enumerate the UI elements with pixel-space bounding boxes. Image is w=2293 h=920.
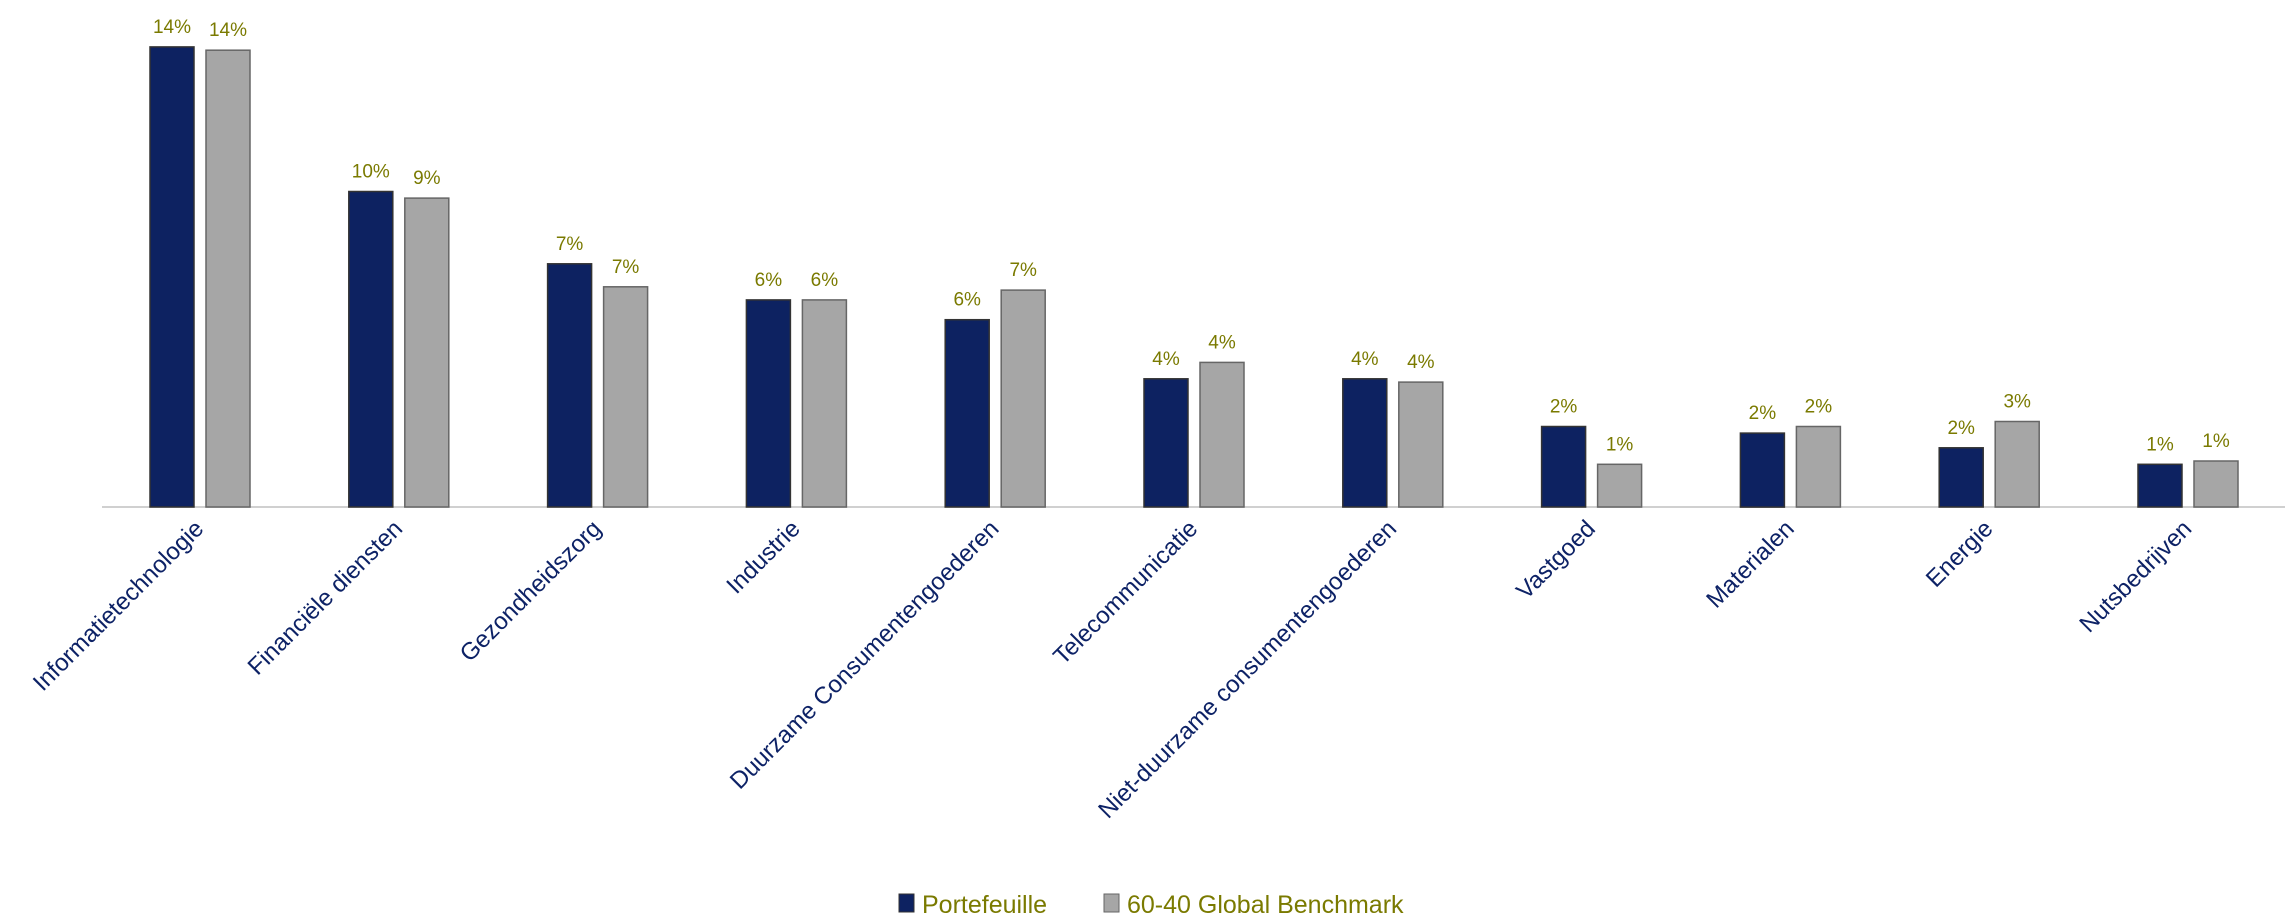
data-label-benchmark: 2%: [1805, 397, 1833, 418]
bar-portefeuille: [149, 46, 195, 508]
legend-label-benchmark: 60-40 Global Benchmark: [1127, 891, 1404, 919]
data-label-benchmark: 3%: [2003, 392, 2031, 413]
data-label-benchmark: 9%: [413, 168, 441, 189]
data-label-benchmark: 1%: [1606, 434, 1634, 455]
data-label-benchmark: 1%: [2202, 431, 2230, 452]
data-label-benchmark: 14%: [209, 20, 247, 41]
data-label-portefeuille: 2%: [1947, 418, 1975, 439]
data-label-benchmark: 6%: [811, 270, 839, 291]
bar-benchmark: [1199, 361, 1245, 508]
legend: Portefeuille 60-40 Global Benchmark: [898, 891, 1404, 919]
bar-benchmark: [1000, 289, 1046, 508]
bar-benchmark: [1795, 425, 1842, 508]
data-label-portefeuille: 1%: [2146, 434, 2174, 455]
bar-benchmark: [205, 49, 251, 508]
bar-portefeuille: [944, 318, 990, 508]
category-label: Nutsbedrijven: [2074, 515, 2197, 638]
legend-label-portefeuille: Portefeuille: [922, 891, 1047, 919]
category-label: Gezondheidszorg: [455, 515, 607, 667]
bar-benchmark: [1596, 463, 1643, 508]
category-label: Telecommunicatie: [1048, 515, 1203, 670]
category-label: Materialen: [1701, 515, 1799, 613]
data-label-benchmark: 7%: [612, 257, 640, 278]
legend-swatch-portefeuille: [898, 893, 915, 913]
category-label: Informatietechnologie: [28, 515, 209, 696]
data-label-portefeuille: 2%: [1550, 397, 1578, 418]
bar-portefeuille: [1739, 432, 1786, 508]
data-label-portefeuille: 10%: [352, 162, 390, 183]
bar-benchmark: [404, 197, 450, 508]
data-label-benchmark: 4%: [1407, 352, 1435, 373]
data-label-portefeuille: 4%: [1351, 349, 1379, 370]
legend-swatch-benchmark: [1103, 893, 1120, 913]
data-label-portefeuille: 4%: [1152, 349, 1180, 370]
bar-portefeuille: [348, 190, 394, 508]
data-label-portefeuille: 14%: [153, 17, 191, 38]
bar-benchmark: [801, 299, 848, 508]
bar-portefeuille: [745, 299, 792, 508]
category-label: Energie: [1921, 515, 1999, 593]
bars-group: [149, 46, 2239, 508]
bar-benchmark: [1994, 420, 2040, 508]
data-label-portefeuille: 6%: [953, 290, 981, 311]
data-labels-group: 14% 14% 10% 9% 7% 7% 6% 6% 6% 7% 4% 4% 4% 4% 2% 1% 2% 2% 2…: [153, 17, 2230, 455]
category-label: Industrie: [721, 515, 805, 599]
category-label: Vastgoed: [1511, 515, 1601, 605]
data-label-benchmark: 7%: [1009, 260, 1037, 281]
bar-portefeuille: [546, 263, 593, 508]
data-label-portefeuille: 7%: [556, 234, 584, 255]
data-label-portefeuille: 6%: [755, 270, 783, 291]
category-labels-group: Informatietechnologie Financiële diensten…: [28, 515, 2197, 824]
bar-portefeuille: [1938, 447, 1984, 508]
bar-portefeuille: [1342, 378, 1388, 508]
bar-benchmark: [1398, 381, 1444, 508]
category-label: Financiële diensten: [243, 515, 408, 680]
bar-benchmark: [2193, 460, 2239, 508]
bar-benchmark: [602, 286, 649, 508]
data-label-portefeuille: 2%: [1749, 403, 1777, 424]
data-label-benchmark: 4%: [1208, 332, 1236, 353]
bar-portefeuille: [2137, 463, 2183, 508]
bar-portefeuille: [1143, 378, 1189, 508]
bar-portefeuille: [1540, 425, 1587, 508]
